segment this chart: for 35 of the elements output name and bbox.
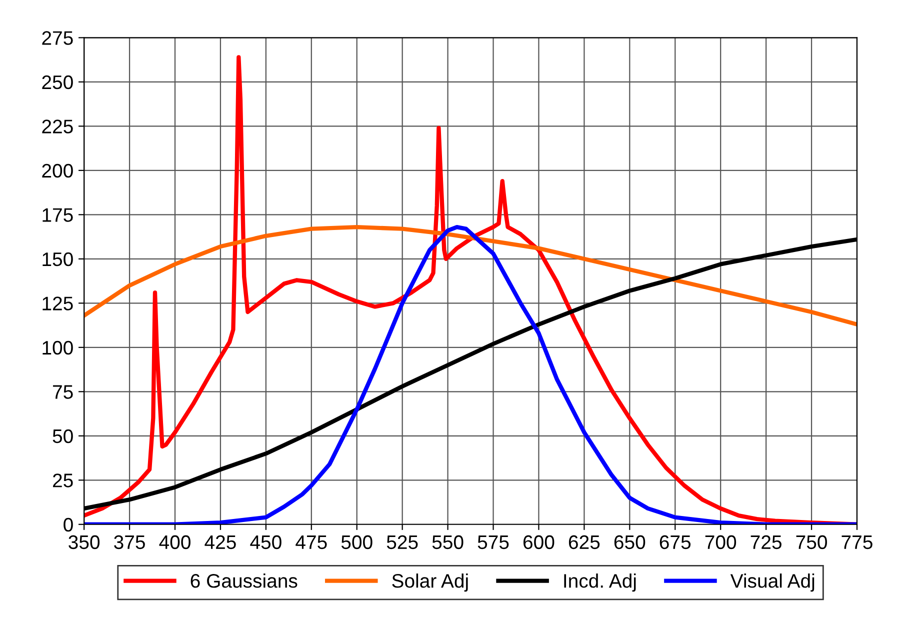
x-tick-label: 500: [341, 535, 372, 550]
y-tick-label: 100: [42, 340, 73, 355]
x-tick-label: 650: [614, 535, 646, 550]
x-tick-label: 550: [432, 535, 464, 550]
x-tick-label: 700: [705, 535, 736, 550]
y-tick-label: 75: [53, 385, 73, 399]
legend-label: Visual Adj: [730, 574, 814, 592]
x-tick-label: 400: [159, 535, 190, 550]
y-tick-label: 50: [52, 429, 73, 444]
x-tick-label: 575: [478, 536, 509, 550]
x-tick-label: 375: [114, 535, 145, 550]
legend-label: Incd. Adj: [564, 574, 636, 592]
x-tick-label: 450: [250, 535, 282, 550]
x-tick-label: 750: [796, 535, 827, 550]
x-tick-label: 600: [524, 535, 554, 550]
y-tick-label: 225: [42, 120, 73, 134]
legend-label: Solar Adj: [392, 574, 468, 592]
y-tick-label: 125: [42, 296, 73, 310]
y-tick-label: 0: [64, 518, 73, 532]
y-tick-label: 150: [42, 252, 73, 266]
x-tick-label: 775: [842, 536, 872, 550]
x-tick-label: 425: [204, 535, 236, 550]
y-tick-label: 25: [53, 474, 73, 488]
y-tick-label: 175: [42, 208, 73, 222]
legend-label: 6 Gaussians: [190, 574, 298, 588]
x-tick-label: 350: [68, 535, 100, 550]
x-tick-label: 675: [660, 535, 691, 550]
y-tick-label: 275: [42, 31, 73, 45]
y-tick-label: 200: [42, 164, 73, 178]
x-tick-label: 525: [386, 535, 418, 550]
y-tick-label: 250: [42, 75, 73, 90]
x-tick-label: 725: [750, 535, 782, 550]
x-tick-label: 475: [296, 536, 327, 550]
line-series: [84, 224, 857, 326]
x-tick-label: 625: [568, 535, 600, 550]
